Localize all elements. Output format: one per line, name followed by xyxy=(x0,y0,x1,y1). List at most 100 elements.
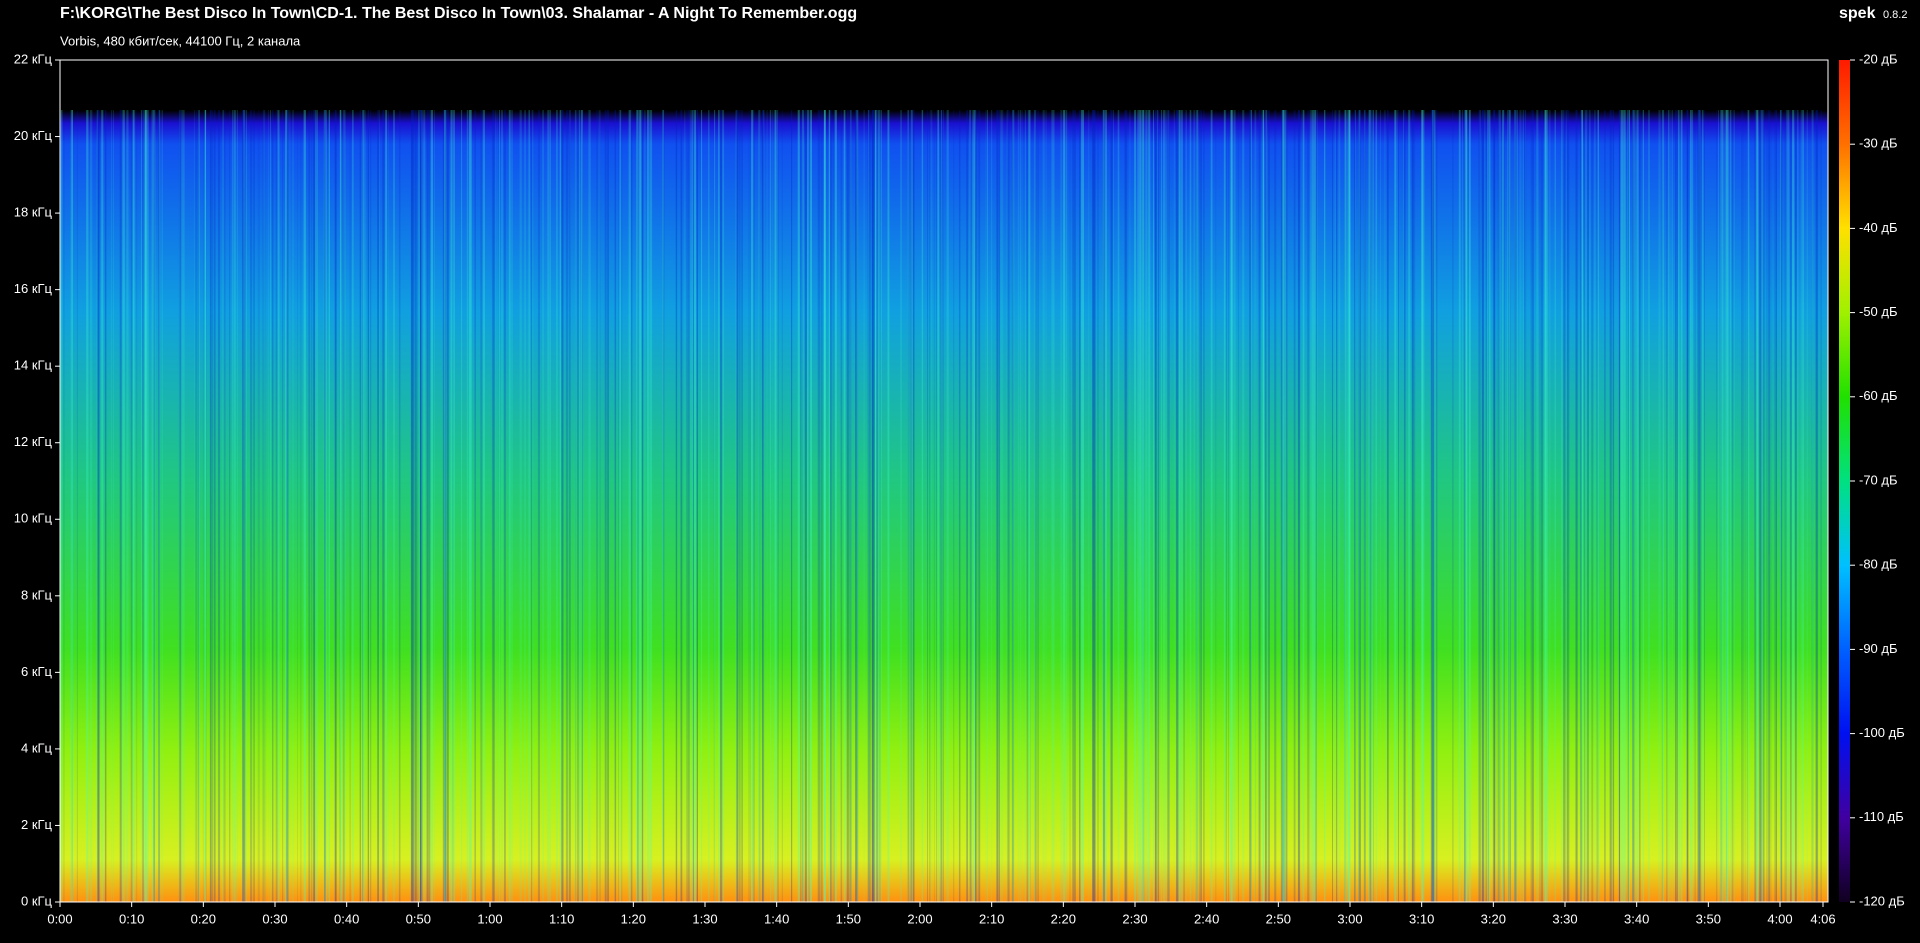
texture-stripe xyxy=(1464,110,1466,902)
texture-stripe xyxy=(1702,110,1704,902)
texture-stripe xyxy=(953,110,955,902)
texture-stripe xyxy=(1282,110,1285,902)
freq-tick-label: 18 кГц xyxy=(14,205,53,220)
texture-stripe xyxy=(428,110,431,902)
texture-stripe xyxy=(1037,110,1039,902)
texture-stripe xyxy=(1464,110,1467,902)
texture-stripe xyxy=(596,110,598,902)
texture-stripe xyxy=(1802,110,1804,902)
texture-stripe xyxy=(1720,110,1723,902)
texture-stripe xyxy=(1766,110,1768,902)
texture-stripe xyxy=(800,110,802,902)
texture-stripe xyxy=(153,110,155,902)
texture-stripe xyxy=(696,110,698,902)
texture-stripe xyxy=(229,110,231,902)
texture-stripe xyxy=(1193,110,1196,902)
texture-stripe xyxy=(1581,110,1583,902)
texture-stripe xyxy=(1676,110,1678,902)
texture-stripe xyxy=(195,110,197,902)
texture-stripe xyxy=(1642,110,1644,902)
texture-stripe xyxy=(1478,110,1482,902)
texture-stripe xyxy=(499,110,500,902)
texture-stripe xyxy=(849,110,851,902)
texture-stripe xyxy=(537,110,540,902)
texture-stripe xyxy=(1464,110,1466,902)
texture-stripe xyxy=(303,110,306,902)
texture-stripe xyxy=(132,110,136,902)
texture-stripe xyxy=(648,110,650,902)
texture-stripe xyxy=(1780,110,1783,902)
texture-stripe xyxy=(1297,110,1300,902)
texture-stripe xyxy=(713,110,715,902)
texture-stripe xyxy=(1052,110,1054,902)
texture-stripe xyxy=(561,110,564,902)
texture-stripe xyxy=(1074,110,1076,902)
texture-stripe xyxy=(1725,110,1728,902)
texture-stripe xyxy=(1408,110,1411,902)
texture-stripe xyxy=(153,110,156,902)
level-tick-label: -120 дБ xyxy=(1859,893,1905,908)
texture-stripe xyxy=(880,110,882,902)
texture-stripe xyxy=(761,110,763,902)
texture-stripe xyxy=(1691,110,1694,902)
texture-stripe xyxy=(1012,110,1015,902)
level-tick-label: -80 дБ xyxy=(1859,557,1898,572)
texture-stripe xyxy=(748,110,750,902)
texture-stripe xyxy=(1722,110,1725,902)
texture-stripe xyxy=(334,110,336,902)
texture-stripe xyxy=(1396,110,1398,902)
level-colorbar xyxy=(1839,60,1850,902)
texture-stripe xyxy=(1261,110,1264,902)
freq-tick-label: 10 кГц xyxy=(14,511,53,526)
texture-stripe xyxy=(182,110,185,902)
texture-stripe xyxy=(1355,110,1356,902)
texture-stripe xyxy=(1536,110,1539,902)
texture-stripe xyxy=(1811,110,1814,902)
texture-stripe xyxy=(1636,110,1639,902)
time-tick-label: 1:10 xyxy=(549,911,574,926)
texture-stripe xyxy=(1485,110,1487,902)
texture-stripe xyxy=(1195,110,1199,902)
texture-stripe xyxy=(1394,110,1396,902)
texture-stripe xyxy=(370,110,372,902)
texture-stripe xyxy=(339,110,342,902)
texture-stripe xyxy=(1539,110,1541,902)
texture-stripe xyxy=(136,110,138,902)
texture-stripe xyxy=(1716,110,1718,902)
texture-stripe xyxy=(444,110,446,902)
texture-stripe xyxy=(71,110,73,902)
texture-stripe xyxy=(849,110,852,902)
texture-stripe xyxy=(791,110,792,902)
texture-stripe xyxy=(1554,110,1556,902)
texture-stripe xyxy=(242,110,244,902)
texture-stripe xyxy=(802,110,803,902)
texture-stripe xyxy=(531,110,533,902)
texture-stripe xyxy=(687,110,690,902)
texture-stripe xyxy=(1565,110,1567,902)
texture-stripe xyxy=(1540,110,1544,902)
texture-stripe xyxy=(1173,110,1176,902)
texture-stripe xyxy=(1161,110,1162,902)
texture-stripe xyxy=(242,110,245,902)
texture-stripe xyxy=(1812,110,1814,902)
texture-stripe xyxy=(1179,110,1181,902)
texture-stripe xyxy=(204,110,206,902)
texture-stripe xyxy=(791,110,793,902)
texture-stripe xyxy=(1181,110,1183,902)
texture-stripe xyxy=(1627,110,1628,902)
texture-stripe xyxy=(1380,110,1381,902)
texture-stripe xyxy=(1462,110,1463,902)
texture-stripe xyxy=(676,110,678,902)
texture-stripe xyxy=(393,110,395,902)
texture-stripe xyxy=(1129,110,1131,902)
texture-stripe xyxy=(1072,110,1075,902)
texture-stripe xyxy=(998,110,1000,902)
texture-stripe xyxy=(1349,110,1351,902)
texture-stripe xyxy=(1566,110,1569,902)
level-tick-label: -70 дБ xyxy=(1859,472,1898,487)
texture-stripe xyxy=(1421,110,1424,902)
freq-tick-label: 8 кГц xyxy=(21,587,53,602)
texture-stripe xyxy=(936,110,937,902)
texture-stripe xyxy=(1358,110,1361,902)
